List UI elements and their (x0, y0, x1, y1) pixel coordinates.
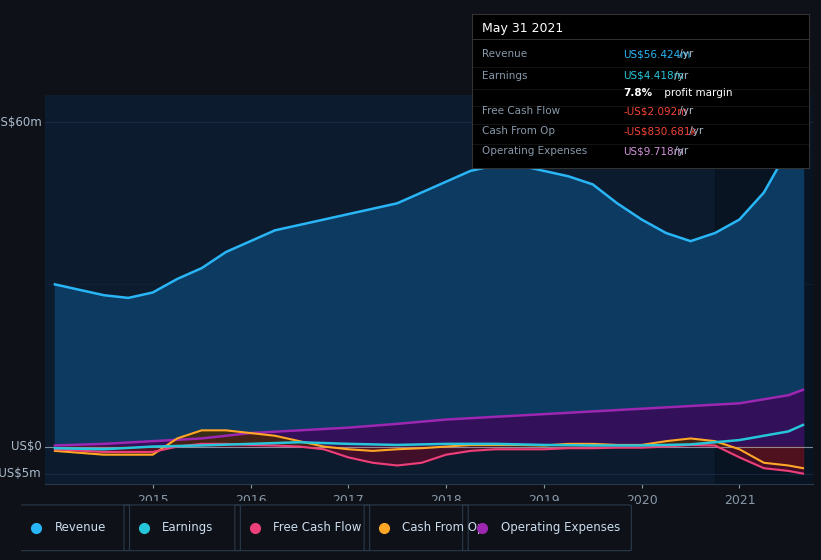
Text: Operating Expenses: Operating Expenses (501, 521, 620, 534)
Text: 7.8%: 7.8% (624, 87, 653, 97)
Text: Earnings: Earnings (482, 71, 528, 81)
Text: US$9.718m: US$9.718m (624, 146, 684, 156)
Text: May 31 2021: May 31 2021 (482, 22, 563, 35)
Text: US$4.418m: US$4.418m (624, 71, 684, 81)
Text: /yr: /yr (686, 126, 704, 136)
Text: /yr: /yr (676, 49, 693, 59)
Text: US$56.424m: US$56.424m (624, 49, 691, 59)
Text: Free Cash Flow: Free Cash Flow (482, 106, 560, 116)
Text: /yr: /yr (671, 71, 688, 81)
Text: US$0: US$0 (11, 440, 41, 453)
Text: Revenue: Revenue (54, 521, 106, 534)
Text: -US$830.681k: -US$830.681k (624, 126, 697, 136)
Text: -US$2.092m: -US$2.092m (624, 106, 688, 116)
Bar (715, 95, 813, 484)
Text: Operating Expenses: Operating Expenses (482, 146, 587, 156)
Text: Earnings: Earnings (163, 521, 213, 534)
Text: /yr: /yr (676, 106, 693, 116)
Text: Revenue: Revenue (482, 49, 527, 59)
Text: /yr: /yr (671, 146, 688, 156)
Text: Cash From Op: Cash From Op (402, 521, 484, 534)
Text: -US$5m: -US$5m (0, 467, 41, 480)
Text: profit margin: profit margin (661, 87, 732, 97)
Text: US$60m: US$60m (0, 116, 41, 129)
Text: Cash From Op: Cash From Op (482, 126, 555, 136)
Text: Free Cash Flow: Free Cash Flow (273, 521, 361, 534)
